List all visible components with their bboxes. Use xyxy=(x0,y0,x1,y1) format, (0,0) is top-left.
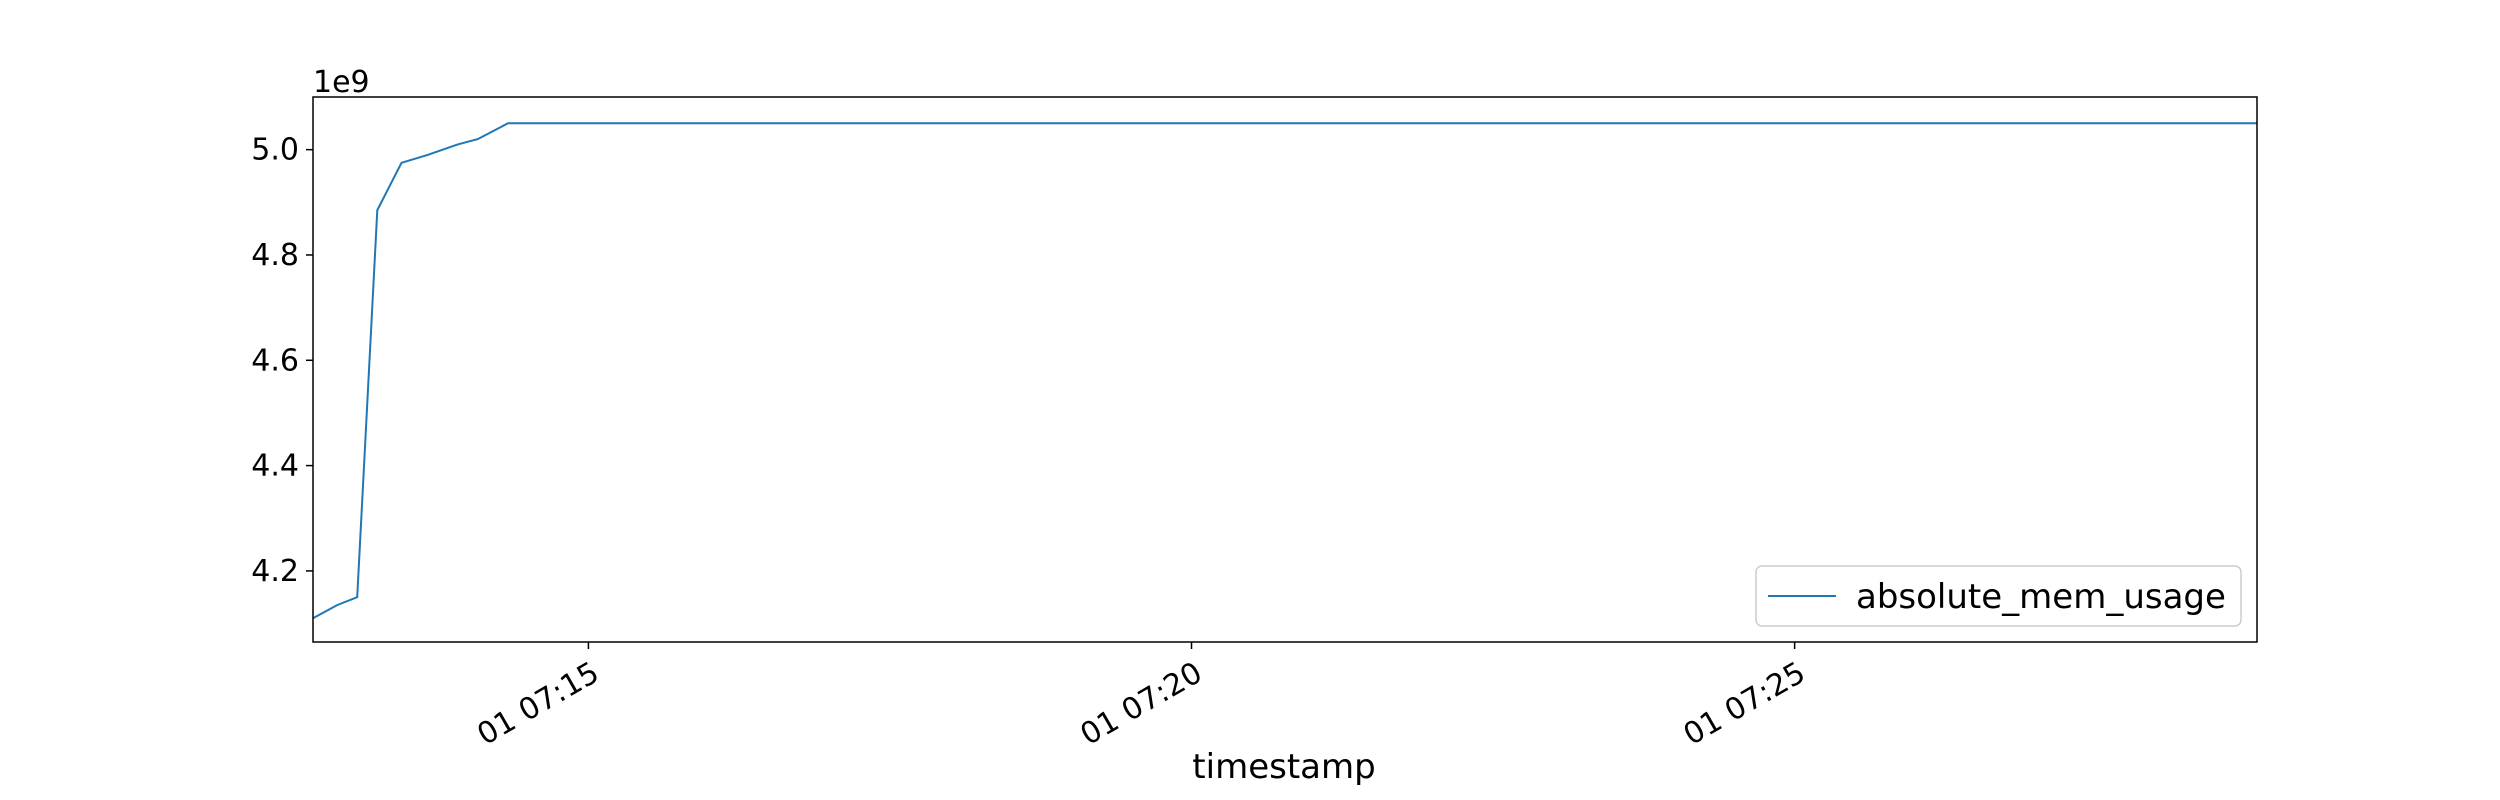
y-tick-label: 4.2 xyxy=(251,554,299,589)
plot-frame xyxy=(312,96,2258,643)
legend-box xyxy=(1755,565,2242,627)
y-tick-label: 4.4 xyxy=(251,449,299,484)
legend-label: absolute_mem_usage xyxy=(1856,577,2226,617)
y-tick-label: 4.8 xyxy=(251,238,299,273)
series-line-0 xyxy=(312,122,2257,620)
y-axis: 4.2 4.4 4.6 4.8 5.0 xyxy=(251,133,313,589)
y-tick-label: 4.6 xyxy=(251,343,299,378)
y-tick-label: 5.0 xyxy=(251,133,299,168)
x-axis-label: timestamp xyxy=(1192,747,1375,787)
y-offset-text: 1e9 xyxy=(313,65,370,100)
plot-area xyxy=(312,122,2257,620)
legend: absolute_mem_usage xyxy=(1755,565,2242,627)
